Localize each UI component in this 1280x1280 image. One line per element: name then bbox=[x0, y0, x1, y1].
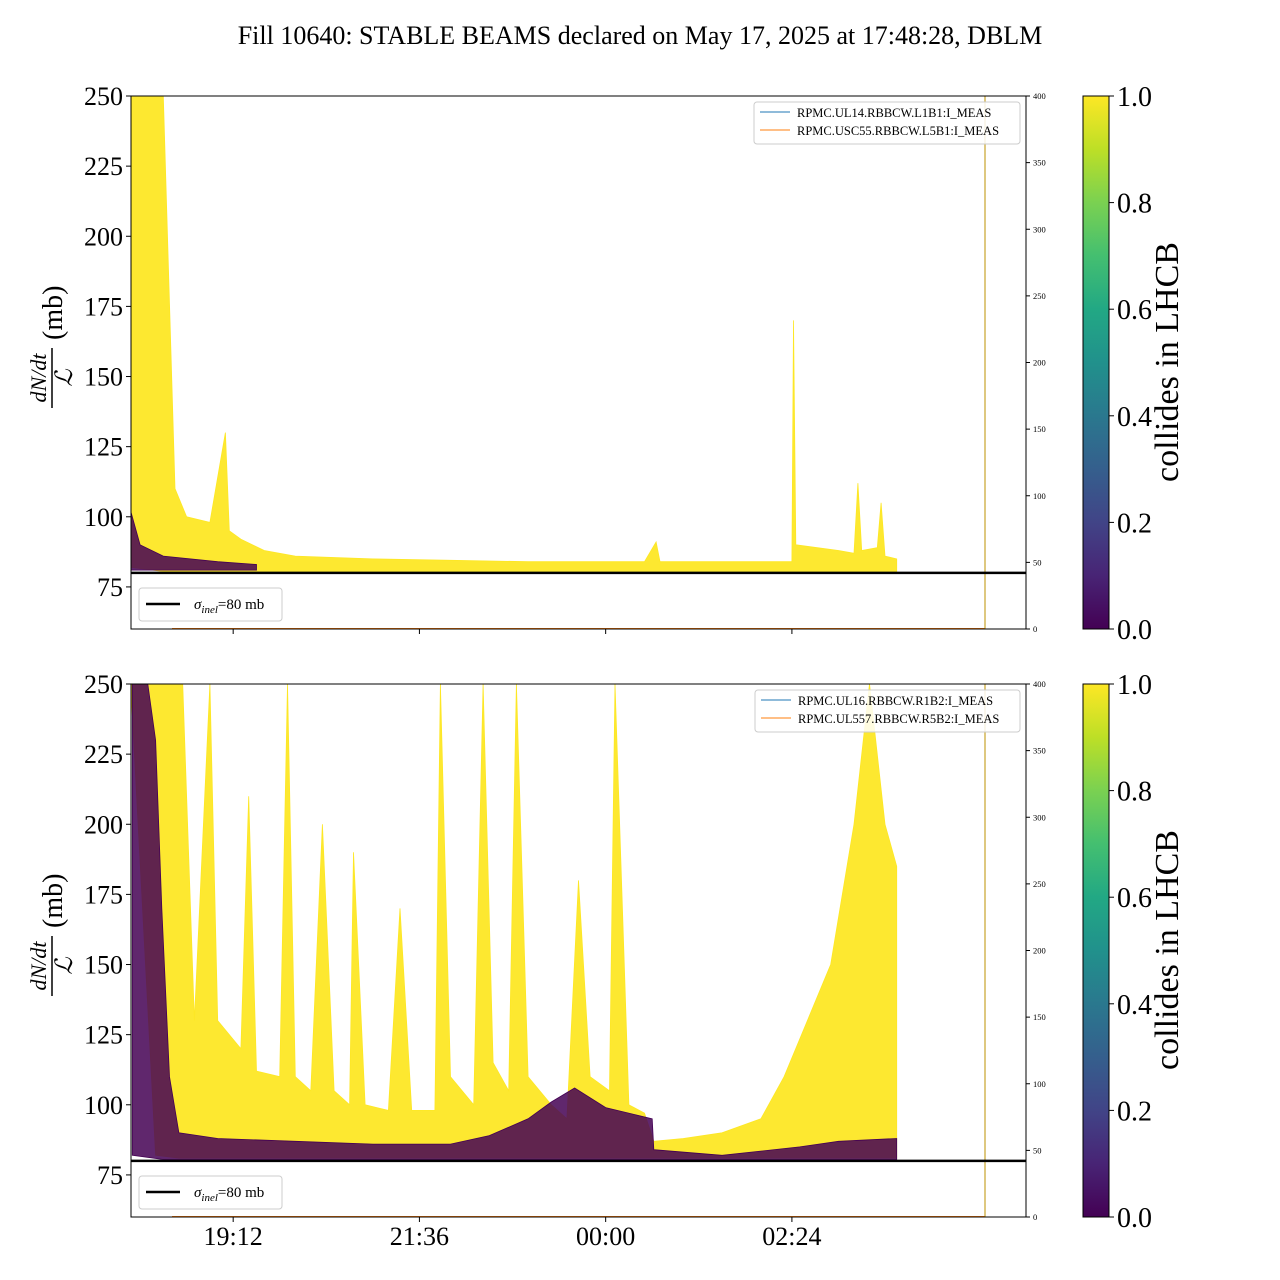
y-tick-label: 200 bbox=[84, 222, 123, 251]
colorbar-tick-label: 0.6 bbox=[1117, 295, 1152, 326]
panel-bottom-reference-legend: σinel=80 mb bbox=[138, 1175, 283, 1210]
colorbar-tick-label: 0.8 bbox=[1117, 777, 1152, 808]
panel-top-series-non-colliding-band bbox=[131, 510, 257, 571]
panel-bottom-secondary-y-axis: 0 50 100 150 200 250 300 350 400 bbox=[1026, 679, 1046, 1222]
panel-bottom-series-layer bbox=[131, 684, 898, 1160]
colorbar-tick-label: 0.0 bbox=[1117, 1203, 1152, 1234]
panel-bottom-colorbar: 0.0 0.2 0.4 0.6 0.8 1.0 collides in LHCB bbox=[1082, 670, 1186, 1234]
panel-top-x-axis bbox=[232, 629, 793, 634]
secondary-y-tick-label: 50 bbox=[1033, 1145, 1042, 1155]
figure-title: Fill 10640: STABLE BEAMS declared on May… bbox=[238, 21, 1043, 50]
panel-top-series-colliding-band bbox=[131, 96, 898, 572]
y-tick-label: 75 bbox=[97, 1161, 123, 1190]
panel-bottom-series-non-colliding-band bbox=[131, 684, 898, 1160]
panel-bottom-legend-box bbox=[754, 689, 1021, 733]
panel-top-legend-entry-1: RPMC.UL14.RBBCW.L1B1:I_MEAS bbox=[797, 106, 991, 120]
x-tick-label: 19:12 bbox=[204, 1222, 263, 1251]
colorbar-tick-label: 0.4 bbox=[1117, 402, 1152, 433]
secondary-y-tick-label: 300 bbox=[1033, 812, 1046, 822]
secondary-y-tick-label: 150 bbox=[1033, 1012, 1046, 1022]
y-tick-label: 200 bbox=[84, 810, 123, 839]
panel-top-reference-legend-box bbox=[138, 587, 283, 622]
panel-bottom-ylabel-numerator: dN/dt bbox=[26, 941, 51, 991]
panel-bottom-ylabel-denominator: ℒ bbox=[52, 957, 78, 975]
panel-bottom-colorbar-label: collides in LHCB bbox=[1149, 830, 1186, 1070]
panel-top-series-layer bbox=[131, 96, 898, 572]
secondary-y-tick-label: 200 bbox=[1033, 358, 1046, 368]
panel-bottom-colorbar-ticks: 0.0 0.2 0.4 0.6 0.8 1.0 bbox=[1109, 670, 1152, 1234]
panel-bottom-colorbar-gradient bbox=[1082, 683, 1110, 1218]
secondary-y-tick-label: 0 bbox=[1033, 1212, 1037, 1222]
y-tick-label: 100 bbox=[84, 1091, 123, 1120]
y-tick-label: 250 bbox=[84, 670, 123, 699]
secondary-y-tick-label: 100 bbox=[1033, 491, 1046, 501]
panel-top-colorbar-ticks: 0.0 0.2 0.4 0.6 0.8 1.0 bbox=[1109, 82, 1152, 646]
panel-top-ylabel: dN/dt ℒ (mb) bbox=[26, 286, 78, 408]
colorbar-tick-label: 0.2 bbox=[1117, 508, 1152, 539]
x-tick-label: 21:36 bbox=[390, 1222, 449, 1251]
panel-bottom-data bbox=[131, 684, 1026, 1217]
panel-bottom-reference-legend-label: σinel=80 mb bbox=[194, 1185, 264, 1204]
panel-top-reference-legend-label: σinel=80 mb bbox=[194, 597, 264, 616]
panel-top-data bbox=[131, 96, 1026, 629]
panel-top-reference-legend: σinel=80 mb bbox=[138, 587, 283, 622]
secondary-y-tick-label: 400 bbox=[1033, 91, 1046, 101]
panel-bottom-legend-entry-2: RPMC.UL557.RBBCW.R5B2:I_MEAS bbox=[798, 712, 999, 726]
y-tick-label: 75 bbox=[97, 573, 123, 602]
secondary-y-tick-label: 200 bbox=[1033, 946, 1046, 956]
panel-top-ylabel-denominator: ℒ bbox=[52, 369, 78, 387]
panel-top-legend-box bbox=[753, 101, 1021, 145]
panel-top-legend: RPMC.UL14.RBBCW.L1B1:I_MEAS RPMC.USC55.R… bbox=[753, 101, 1021, 145]
panel-top-colorbar-label: collides in LHCB bbox=[1149, 242, 1186, 482]
panel-bottom: 75 100 125 150 175 200 225 250 0 50 100 150 200 250 3… bbox=[26, 670, 1186, 1251]
panel-top-ylabel-unit: (mb) bbox=[38, 286, 69, 340]
panel-bottom-legend: RPMC.UL16.RBBCW.R1B2:I_MEAS RPMC.UL557.R… bbox=[754, 689, 1021, 733]
panel-top: 75 100 125 150 175 200 225 250 0 50 100 150 200 250 3… bbox=[26, 82, 1186, 646]
panel-top-secondary-y-axis: 0 50 100 150 200 250 300 350 400 bbox=[1026, 91, 1046, 634]
colorbar-tick-label: 0.6 bbox=[1117, 883, 1152, 914]
y-tick-label: 175 bbox=[84, 880, 123, 909]
y-tick-label: 225 bbox=[84, 152, 123, 181]
x-tick-label: 02:24 bbox=[762, 1222, 821, 1251]
secondary-y-tick-label: 400 bbox=[1033, 679, 1046, 689]
panel-bottom-y-axis: 75 100 125 150 175 200 225 250 bbox=[84, 670, 131, 1190]
panel-bottom-series-colliding-band bbox=[131, 684, 898, 1159]
colorbar-tick-label: 1.0 bbox=[1117, 82, 1152, 113]
y-tick-label: 125 bbox=[84, 1021, 123, 1050]
panel-top-axes-frame bbox=[130, 95, 1027, 630]
secondary-y-tick-label: 0 bbox=[1033, 624, 1037, 634]
panel-bottom-ylabel: dN/dt ℒ (mb) bbox=[26, 874, 78, 996]
panel-bottom-x-axis: 19:12 21:36 00:00 02:24 bbox=[204, 1217, 822, 1251]
secondary-y-tick-label: 50 bbox=[1033, 557, 1042, 567]
secondary-y-tick-label: 300 bbox=[1033, 224, 1046, 234]
secondary-y-tick-label: 150 bbox=[1033, 424, 1046, 434]
y-tick-label: 150 bbox=[84, 363, 123, 392]
y-tick-label: 125 bbox=[84, 433, 123, 462]
panel-bottom-ylabel-unit: (mb) bbox=[38, 874, 69, 928]
y-tick-label: 100 bbox=[84, 503, 123, 532]
y-tick-label: 150 bbox=[84, 951, 123, 980]
panel-top-colorbar: 0.0 0.2 0.4 0.6 0.8 1.0 collides in LHCB bbox=[1082, 82, 1186, 646]
panel-bottom-legend-entry-1: RPMC.UL16.RBBCW.R1B2:I_MEAS bbox=[798, 694, 993, 708]
colorbar-tick-label: 0.2 bbox=[1117, 1096, 1152, 1127]
colorbar-tick-label: 0.0 bbox=[1117, 615, 1152, 646]
secondary-y-tick-label: 250 bbox=[1033, 879, 1046, 889]
panel-top-colorbar-gradient bbox=[1082, 95, 1110, 630]
secondary-y-tick-label: 250 bbox=[1033, 291, 1046, 301]
panel-top-y-axis: 75 100 125 150 175 200 225 250 bbox=[84, 82, 131, 602]
y-tick-label: 250 bbox=[84, 82, 123, 111]
colorbar-tick-label: 1.0 bbox=[1117, 670, 1152, 701]
secondary-y-tick-label: 350 bbox=[1033, 158, 1046, 168]
panel-bottom-reference-legend-box bbox=[138, 1175, 283, 1210]
y-tick-label: 175 bbox=[84, 292, 123, 321]
y-tick-label: 225 bbox=[84, 740, 123, 769]
secondary-y-tick-label: 350 bbox=[1033, 746, 1046, 756]
colorbar-tick-label: 0.4 bbox=[1117, 990, 1152, 1021]
panel-top-ylabel-numerator: dN/dt bbox=[26, 353, 51, 403]
panel-top-legend-entry-2: RPMC.USC55.RBBCW.L5B1:I_MEAS bbox=[797, 124, 999, 138]
secondary-y-tick-label: 100 bbox=[1033, 1079, 1046, 1089]
colorbar-tick-label: 0.8 bbox=[1117, 189, 1152, 220]
x-tick-label: 00:00 bbox=[576, 1222, 635, 1251]
